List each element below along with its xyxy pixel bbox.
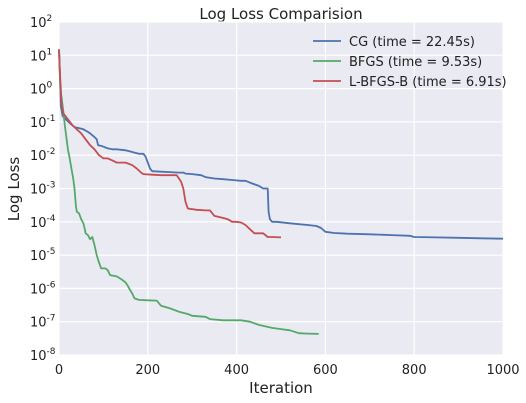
x-tick-label: 600 <box>313 363 338 378</box>
y-tick-label: 10-6 <box>30 280 56 297</box>
x-tick-label: 200 <box>135 363 160 378</box>
legend-label: L-BFGS-B (time = 6.91s) <box>349 75 507 90</box>
x-tick-label: 800 <box>402 363 427 378</box>
x-axis-ticks: 0 200 400 600 800 1000 <box>55 363 520 378</box>
series-line-1 <box>58 49 504 240</box>
y-tick-label: 100 <box>30 81 53 98</box>
y-tick-label: 10-3 <box>30 181 56 198</box>
y-axis-label: Log Loss <box>5 157 23 222</box>
y-tick-label: 10-4 <box>30 214 56 231</box>
y-axis-ticks: 10-8 10-7 10-6 10-5 10-4 10-3 10-2 10-1 100 101 10… <box>30 14 56 364</box>
series-line-3 <box>58 49 282 239</box>
y-tick-label: 10-5 <box>30 247 56 264</box>
x-tick-label: 1000 <box>486 363 519 378</box>
legend-label: CG (time = 22.45s) <box>349 35 475 50</box>
y-tick-label: 101 <box>30 47 52 64</box>
y-tick-label: 10-7 <box>30 314 56 331</box>
y-tick-label: 10-1 <box>30 114 56 131</box>
y-tick-label: 10-2 <box>30 147 56 164</box>
legend-label: BFGS (time = 9.53s) <box>349 55 482 70</box>
series-line-2 <box>58 49 319 335</box>
x-axis-label: Iteration <box>249 379 313 397</box>
x-tick-label: 0 <box>55 363 63 378</box>
y-tick-label: 102 <box>30 14 52 31</box>
x-tick-label: 400 <box>224 363 249 378</box>
chart-title: Log Loss Comparision <box>199 5 362 23</box>
y-tick-label: 10-8 <box>30 347 56 364</box>
legend: CG (time = 22.45s) BFGS (time = 9.53s) L-B… <box>313 35 507 90</box>
series-lines <box>58 49 504 335</box>
